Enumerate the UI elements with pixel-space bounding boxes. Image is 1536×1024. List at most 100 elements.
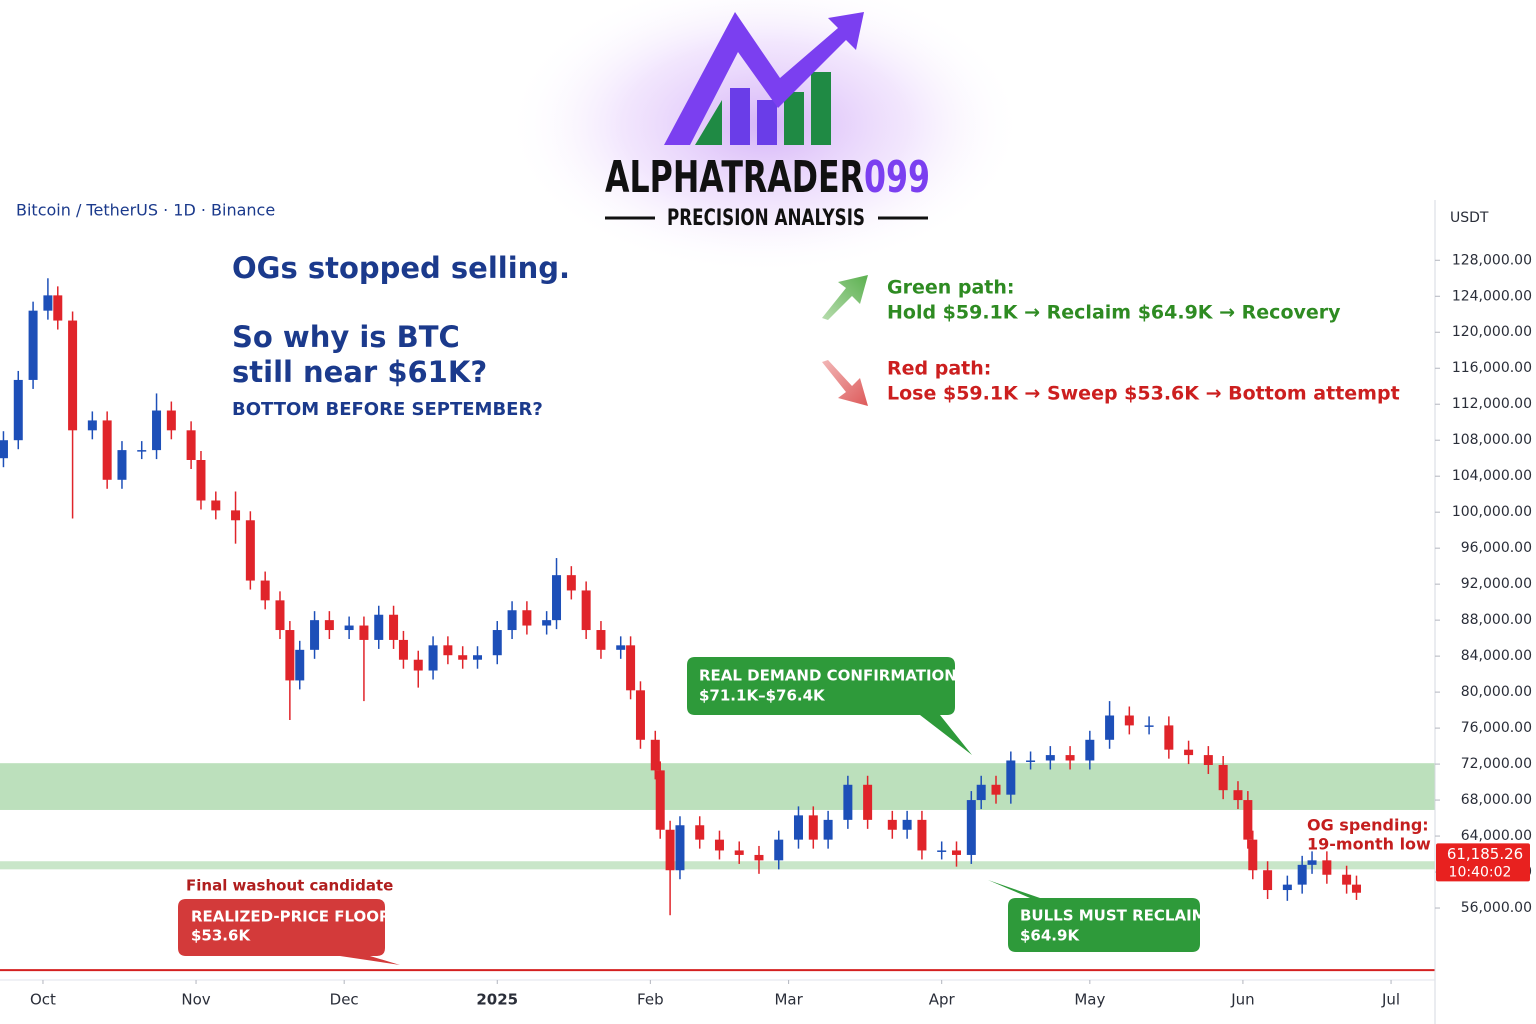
countdown-label: 10:40:02 xyxy=(1449,864,1512,880)
candle-body xyxy=(1233,790,1243,801)
candle-body xyxy=(774,839,784,861)
candle-body xyxy=(260,580,270,601)
candle-body xyxy=(1026,760,1036,762)
candle-body xyxy=(793,815,803,840)
candle-body xyxy=(1218,764,1228,791)
candle-body xyxy=(823,819,833,840)
candle-body xyxy=(166,410,176,431)
callout-text: BULLS MUST RECLAIM xyxy=(1020,907,1207,925)
candle-body xyxy=(1065,755,1075,761)
candle-body xyxy=(1164,725,1174,750)
callout-box xyxy=(178,899,400,965)
candle-body xyxy=(68,320,78,431)
y-tick-label: 64,000.00 xyxy=(1461,828,1532,844)
candle-body xyxy=(285,630,295,681)
x-tick-label: Mar xyxy=(774,991,803,1009)
candle-body xyxy=(196,460,206,501)
candle-body xyxy=(428,645,438,671)
x-tick-label: Oct xyxy=(30,991,56,1009)
x-tick-label: 2025 xyxy=(476,991,518,1009)
callout-text: $64.9K xyxy=(1020,927,1080,945)
candle-body xyxy=(581,590,591,631)
candle-body xyxy=(542,620,552,626)
candle-body xyxy=(1006,760,1016,795)
green-arrow xyxy=(822,275,868,320)
candles xyxy=(0,278,1361,916)
candle-body xyxy=(324,620,334,631)
y-tick-label: 72,000.00 xyxy=(1461,756,1532,772)
y-tick-label: 76,000.00 xyxy=(1461,720,1532,736)
y-tick-label: 68,000.00 xyxy=(1461,792,1532,808)
candle-body xyxy=(695,825,705,840)
candle-body xyxy=(53,295,63,321)
zone xyxy=(0,763,1435,810)
callout-text: REALIZED-PRICE FLOOR xyxy=(191,908,391,926)
y-tick-label: 116,000.00 xyxy=(1452,360,1532,376)
candle-body xyxy=(1105,715,1115,740)
candle-body xyxy=(102,420,112,480)
green-path-title: Green path: xyxy=(887,277,1015,299)
red-path-text: Lose $59.1K → Sweep $53.6K → Bottom atte… xyxy=(887,383,1400,405)
callout-box xyxy=(687,657,972,755)
candle-body xyxy=(443,645,453,656)
red-path-title: Red path: xyxy=(887,358,991,380)
candle-body xyxy=(596,630,606,650)
x-tick-label: Apr xyxy=(929,991,956,1009)
candle-body xyxy=(1243,800,1253,840)
candle-body xyxy=(1322,860,1332,875)
candle-body xyxy=(902,819,912,830)
y-tick-label: 100,000.00 xyxy=(1452,504,1532,520)
candle-body xyxy=(458,655,468,660)
candle-body xyxy=(413,659,423,671)
candle-body xyxy=(87,420,97,431)
candle-body xyxy=(655,770,665,830)
candle-body xyxy=(186,430,196,460)
candle-body xyxy=(211,500,221,511)
x-tick-label: Dec xyxy=(330,991,359,1009)
headline: So why is BTC xyxy=(232,320,460,354)
candle-body xyxy=(1124,715,1134,726)
candle-body xyxy=(714,839,724,851)
y-tick-label: 108,000.00 xyxy=(1452,432,1532,448)
x-tick-label: May xyxy=(1074,991,1105,1009)
y-tick-label: 84,000.00 xyxy=(1461,648,1532,664)
candle-body xyxy=(754,854,764,861)
x-tick-label: Jun xyxy=(1230,991,1254,1009)
candle-body xyxy=(43,295,53,311)
candle-body xyxy=(552,575,562,621)
candle-body xyxy=(1263,870,1273,891)
candle-body xyxy=(522,610,532,626)
annotation: OG spending: xyxy=(1307,816,1429,835)
x-tick-label: Feb xyxy=(637,991,664,1009)
candle-body xyxy=(275,600,285,631)
y-tick-label: 124,000.00 xyxy=(1452,288,1532,304)
y-tick-label: 96,000.00 xyxy=(1461,540,1532,556)
logo-icon xyxy=(664,12,864,145)
red-arrow xyxy=(822,360,868,406)
headline: OGs stopped selling. xyxy=(232,251,570,285)
y-tick-label: 104,000.00 xyxy=(1452,468,1532,484)
candle-body xyxy=(863,784,873,820)
candle-body xyxy=(344,625,354,631)
candle-body xyxy=(675,825,685,871)
candle-body xyxy=(492,630,502,656)
candle-body xyxy=(887,819,897,830)
zone xyxy=(0,861,1435,870)
logo-tagline: PRECISION ANALYSIS xyxy=(667,206,865,231)
y-tick-label: 56,000.00 xyxy=(1461,900,1532,916)
candle-body xyxy=(152,410,162,451)
last-price-label: 61,185.26 xyxy=(1447,845,1523,863)
candle-body xyxy=(650,739,660,771)
y-tick-label: 88,000.00 xyxy=(1461,612,1532,628)
candle-body xyxy=(991,784,1001,795)
background-layer xyxy=(0,763,1435,972)
candle-body xyxy=(374,614,384,640)
annotation: 19-month low xyxy=(1307,835,1431,854)
candle-body xyxy=(966,800,976,855)
candle-body xyxy=(231,510,241,521)
candle-body xyxy=(1351,884,1361,893)
candle-body xyxy=(635,690,645,740)
candle-body xyxy=(952,850,962,855)
callout-text: $53.6K xyxy=(191,927,251,945)
